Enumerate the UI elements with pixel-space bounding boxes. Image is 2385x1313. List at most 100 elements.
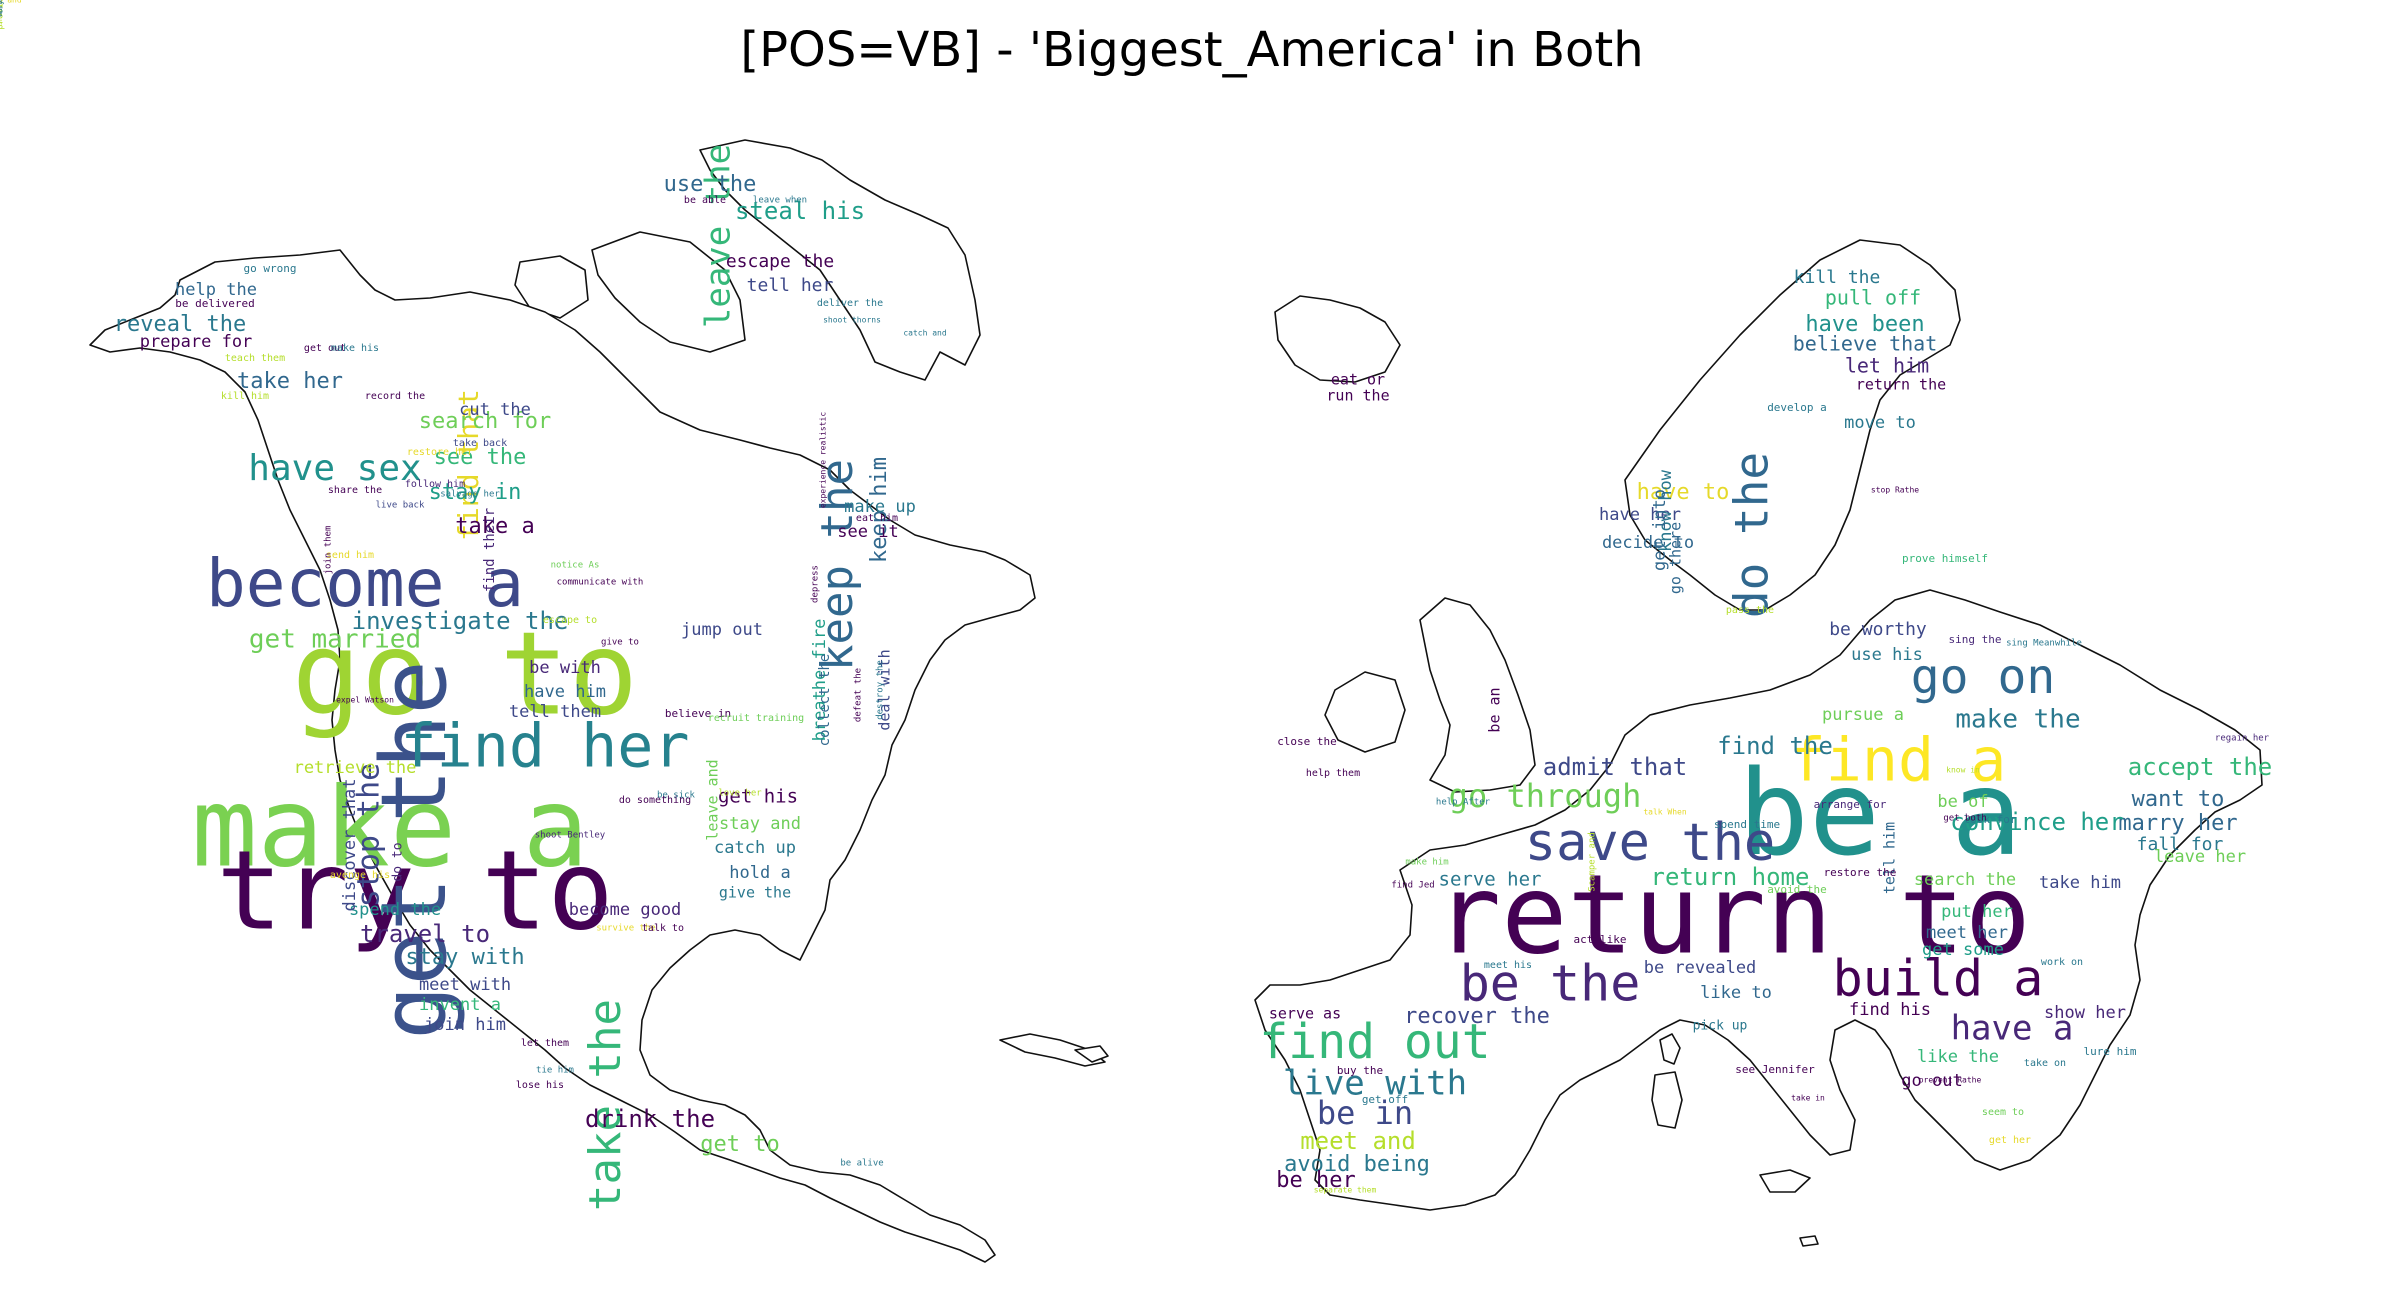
crete-outline bbox=[1799, 1235, 1819, 1247]
europe-word: have been bbox=[1805, 312, 1924, 337]
europe-word: admit that bbox=[1543, 753, 1688, 781]
europe-word: tell him bbox=[1881, 822, 1899, 894]
europe-word: have a bbox=[1951, 1009, 2074, 1049]
europe-word: return the bbox=[1856, 376, 1946, 394]
europe-word: pursue a bbox=[1822, 705, 1904, 725]
figure-title: [POS=VB] - 'Biggest_America' in Both bbox=[740, 22, 1643, 78]
europe-word: decide to bbox=[1602, 533, 1694, 553]
america-word: go wrong bbox=[244, 262, 297, 275]
continental-europe-outline bbox=[1254, 589, 2263, 1211]
europe-word: be in bbox=[1317, 1094, 1413, 1132]
europe-word: search the bbox=[1914, 870, 2016, 890]
europe-word: be worthy bbox=[1829, 619, 1927, 640]
america-word: give the bbox=[719, 884, 791, 902]
europe-word: go out bbox=[1901, 1071, 1962, 1091]
america-word: avenge his bbox=[330, 870, 390, 881]
america-word: make his bbox=[331, 343, 379, 354]
america-word: survive the bbox=[596, 924, 656, 934]
sardinia-outline bbox=[1651, 1071, 1683, 1129]
europe-word: use his bbox=[1851, 645, 1923, 665]
europe-word: avoid the bbox=[1767, 883, 1827, 896]
america-word: help the bbox=[175, 280, 257, 300]
europe-word: sing the bbox=[1949, 633, 2002, 646]
america-word: be able bbox=[684, 195, 726, 206]
europe-word: see Jennifer bbox=[1735, 1063, 1815, 1076]
america-word: tell her bbox=[747, 275, 834, 296]
america-word: be alive bbox=[840, 1159, 883, 1169]
america-word: talk to bbox=[642, 923, 684, 934]
america-word: shoot Bentley bbox=[535, 831, 606, 841]
america-word: find their bbox=[482, 508, 498, 592]
europe-word: develop a bbox=[1767, 401, 1827, 414]
europe-word: do the bbox=[1725, 452, 1779, 618]
america-word: escape to bbox=[543, 615, 597, 626]
america-word: try to bbox=[216, 826, 613, 954]
europe-word: shoot Holmes bbox=[0, 0, 4, 25]
europe-word: be a bbox=[1738, 744, 2022, 882]
america-word: join them bbox=[324, 526, 334, 575]
america-word: follow him bbox=[405, 479, 465, 490]
europe-word: stop Rathe bbox=[1871, 486, 1919, 495]
america-word: jump out bbox=[681, 620, 763, 640]
corsica-outline bbox=[1659, 1033, 1681, 1065]
america-word: get to bbox=[700, 1132, 779, 1157]
europe-word: like the bbox=[1917, 1047, 1999, 1067]
europe-word: make him bbox=[1405, 858, 1448, 868]
america-word: catch up bbox=[714, 838, 796, 858]
arctic-islands-outline bbox=[591, 231, 746, 353]
america-word: breathe fire bbox=[810, 619, 830, 742]
america-word: see the bbox=[434, 445, 527, 470]
america-word: use the bbox=[664, 172, 757, 197]
europe-word: close the bbox=[1277, 735, 1337, 748]
europe-word: go through bbox=[1449, 777, 1642, 815]
europe-word: get her bbox=[1989, 1135, 2031, 1146]
europe-word: go on bbox=[1911, 649, 2056, 705]
europe-word: pull off bbox=[1825, 286, 1921, 310]
europe-word: move to bbox=[1844, 413, 1916, 433]
america-word: do to bbox=[391, 842, 406, 881]
america-word: have him bbox=[524, 682, 606, 702]
america-word: notice As bbox=[551, 561, 600, 571]
europe-word: pass the bbox=[1726, 605, 1774, 616]
europe-word: seem to bbox=[1982, 1107, 2024, 1118]
america-word: take back bbox=[453, 438, 507, 449]
europe-word: have to bbox=[1637, 480, 1730, 505]
america-word: experience realistic bbox=[819, 412, 828, 509]
europe-word: meet her bbox=[1926, 923, 2008, 943]
america-word: lose his bbox=[516, 1080, 564, 1091]
america-word: believe in bbox=[665, 707, 731, 720]
europe-word: be an bbox=[1486, 687, 1504, 732]
america-word: catch and bbox=[903, 329, 947, 338]
america-word: expel Watson bbox=[336, 696, 394, 705]
america-word: blood and bbox=[0, 0, 22, 5]
america-word: become good bbox=[569, 900, 682, 920]
america-word: discover that bbox=[340, 778, 360, 911]
america-word: love her bbox=[718, 789, 762, 799]
america-word: get out bbox=[304, 343, 346, 354]
america-word: stay in bbox=[429, 480, 522, 505]
europe-word: get off bbox=[1362, 1093, 1408, 1106]
america-word: get the bbox=[362, 660, 467, 1039]
america-word: search for bbox=[419, 409, 551, 434]
europe-word: avoid being bbox=[1284, 1152, 1430, 1177]
america-word: keep him bbox=[867, 457, 892, 563]
europe-word: know in bbox=[1946, 766, 1980, 775]
europe-word: leave her bbox=[2154, 847, 2246, 867]
europe-word: marry her bbox=[2118, 811, 2237, 836]
europe-word: take in bbox=[1791, 1094, 1825, 1103]
america-word: kill him bbox=[221, 391, 269, 402]
europe-word: let him bbox=[1845, 354, 1929, 378]
cuba-outline bbox=[999, 1033, 1106, 1067]
america-word: get married bbox=[249, 625, 421, 655]
america-word: prepare for bbox=[140, 332, 253, 352]
europe-word: be of bbox=[1937, 792, 1988, 812]
europe-word: spend time bbox=[1714, 818, 1780, 831]
europe-word: be revealed bbox=[1644, 958, 1757, 978]
america-word: make a bbox=[191, 763, 588, 891]
america-word: record the bbox=[365, 391, 425, 402]
america-word: give to bbox=[601, 638, 639, 648]
america-word: get his bbox=[718, 786, 798, 808]
europe-word: take him bbox=[2039, 873, 2121, 893]
